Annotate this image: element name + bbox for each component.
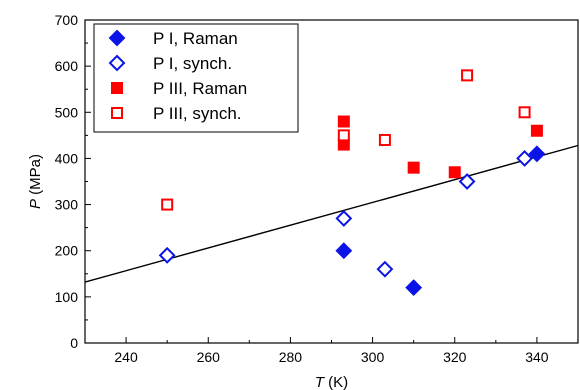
y-tick-label: 700 [55, 12, 79, 28]
legend-box [93, 23, 299, 133]
y-axis-label: P (MPa) [27, 154, 44, 209]
data-point [458, 173, 476, 190]
axes: 240 260 280 300 320 340 0 100 200 300 400 500 600 700… [27, 12, 579, 390]
x-tick-label: 340 [525, 349, 549, 365]
fit-line [84, 144, 579, 283]
data-point [518, 106, 531, 119]
legend-label: P I, Raman [153, 29, 238, 48]
data-point [158, 246, 176, 264]
data-point [516, 150, 534, 167]
data-point [461, 69, 474, 82]
data-point [448, 166, 461, 179]
data-points [158, 69, 546, 297]
data-point [335, 242, 353, 260]
y-tick-label: 600 [55, 58, 79, 74]
x-tick-label: 320 [443, 349, 467, 365]
x-axis-label: T (K) [315, 374, 348, 390]
data-point [407, 161, 420, 174]
x-tick-label: 300 [361, 349, 385, 365]
legend-marker [111, 107, 123, 119]
x-tick-label: 260 [197, 349, 221, 365]
y-tick-label: 100 [55, 289, 79, 305]
data-point [161, 198, 174, 211]
y-tick-label: 300 [55, 197, 79, 213]
data-point [335, 210, 353, 227]
x-tick-label: 240 [114, 349, 138, 365]
data-point [528, 145, 546, 163]
legend: P I, Raman P I, synch. P III, Raman P III, … [93, 23, 299, 133]
data-point [405, 279, 423, 297]
data-point [337, 115, 350, 128]
fit-line-group [84, 144, 579, 283]
legend-label: P III, synch. [153, 104, 242, 123]
legend-marker [108, 29, 126, 47]
data-point [378, 133, 391, 146]
data-point [530, 124, 543, 137]
legend-marker [108, 54, 126, 72]
legend-label: P III, Raman [153, 79, 247, 98]
y-tick-label: 200 [55, 243, 79, 259]
data-point [376, 260, 394, 278]
legend-label: P I, synch. [153, 54, 232, 73]
y-tick-label: 500 [55, 104, 79, 120]
legend-marker [111, 82, 123, 94]
data-point [337, 129, 350, 142]
x-tick-label: 280 [279, 349, 303, 365]
y-tick-label: 400 [55, 150, 79, 166]
y-tick-label: 0 [70, 335, 78, 351]
